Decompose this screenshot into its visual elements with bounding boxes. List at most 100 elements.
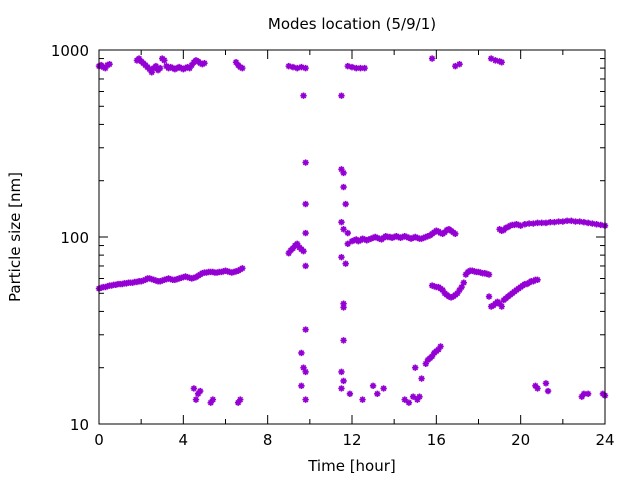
data-point <box>135 55 143 62</box>
data-point <box>338 253 345 261</box>
data-point <box>498 59 505 66</box>
axis-ticks <box>98 49 606 425</box>
data-point <box>359 235 366 242</box>
data-point <box>530 220 537 227</box>
axis-tick-labels: 0 4 8 12 16 20 24 10 100 1000 <box>51 42 615 449</box>
data-point <box>148 69 155 76</box>
x-tick-label: 24 <box>595 431 614 449</box>
data-point <box>456 286 463 294</box>
x-tick-label: 0 <box>94 431 104 449</box>
data-point <box>367 235 375 242</box>
x-tick-label: 20 <box>511 431 530 449</box>
data-point <box>485 293 493 300</box>
data-point <box>412 233 419 241</box>
data-point <box>487 303 495 310</box>
x-axis-label: Time [hour] <box>307 457 396 475</box>
data-point <box>199 60 206 68</box>
data-point <box>289 245 297 252</box>
data-point <box>344 62 351 70</box>
data-point <box>409 393 417 400</box>
data-point <box>376 235 383 242</box>
data-point <box>302 262 309 270</box>
data-point <box>161 57 168 64</box>
data-point <box>397 234 404 242</box>
data-point <box>517 222 524 229</box>
data-point <box>363 237 370 244</box>
data-point <box>424 232 432 240</box>
data-point <box>348 237 356 245</box>
data-point <box>369 382 377 390</box>
data-point <box>388 234 396 242</box>
data-point <box>298 63 305 71</box>
data-point <box>232 59 240 66</box>
data-point <box>487 55 495 62</box>
data-point <box>207 399 214 406</box>
data-point <box>401 396 408 403</box>
data-point <box>194 390 202 398</box>
data-point <box>239 265 246 272</box>
data-point <box>418 375 425 382</box>
data-point <box>428 353 436 360</box>
data-point <box>102 64 109 72</box>
data-point <box>578 393 586 400</box>
data-point <box>544 387 552 395</box>
data-point <box>302 200 309 208</box>
data-point <box>414 234 421 242</box>
data-point <box>340 377 347 385</box>
data-point <box>546 218 554 226</box>
data-point <box>422 360 429 367</box>
data-point <box>401 232 408 240</box>
data-point <box>597 221 604 229</box>
data-point <box>338 368 345 376</box>
data-point <box>340 183 347 191</box>
data-point <box>302 229 309 237</box>
data-point <box>302 326 309 333</box>
data-point <box>390 233 398 241</box>
data-point <box>551 218 558 226</box>
data-point <box>422 233 429 241</box>
data-point <box>348 63 356 71</box>
data-point <box>156 64 164 72</box>
data-point <box>374 234 381 242</box>
data-point <box>201 59 208 67</box>
data-point <box>409 234 417 242</box>
data-point <box>365 236 373 243</box>
data-point <box>559 218 567 225</box>
data-point <box>462 271 470 278</box>
y-tick-label: 10 <box>70 416 89 434</box>
data-point <box>190 385 198 392</box>
data-point <box>447 294 455 301</box>
data-point <box>302 396 309 403</box>
data-point <box>403 233 411 241</box>
data-point <box>338 92 345 99</box>
data-point <box>393 232 400 240</box>
data-point <box>405 234 413 242</box>
data-point <box>192 57 200 64</box>
data-point <box>197 387 204 395</box>
data-point <box>239 64 246 72</box>
data-point <box>439 286 446 294</box>
data-point <box>146 65 153 73</box>
data-point <box>289 63 297 71</box>
data-point <box>485 271 493 278</box>
data-point <box>340 337 347 344</box>
data-point <box>106 60 113 68</box>
data-point <box>542 380 550 387</box>
data-point <box>452 230 459 238</box>
data-point <box>285 62 292 70</box>
y-axis-label: Particle size [nm] <box>6 172 24 302</box>
data-point <box>521 221 529 228</box>
data-point <box>412 364 419 371</box>
data-point <box>188 61 195 69</box>
data-point <box>298 382 305 390</box>
data-point <box>293 64 301 72</box>
data-point <box>340 226 347 233</box>
data-point <box>534 385 541 392</box>
data-point <box>152 62 160 70</box>
data-point <box>458 283 465 291</box>
data-point <box>186 64 193 72</box>
data-point <box>525 220 533 227</box>
data-point <box>407 235 415 242</box>
x-tick-label: 16 <box>427 431 446 449</box>
